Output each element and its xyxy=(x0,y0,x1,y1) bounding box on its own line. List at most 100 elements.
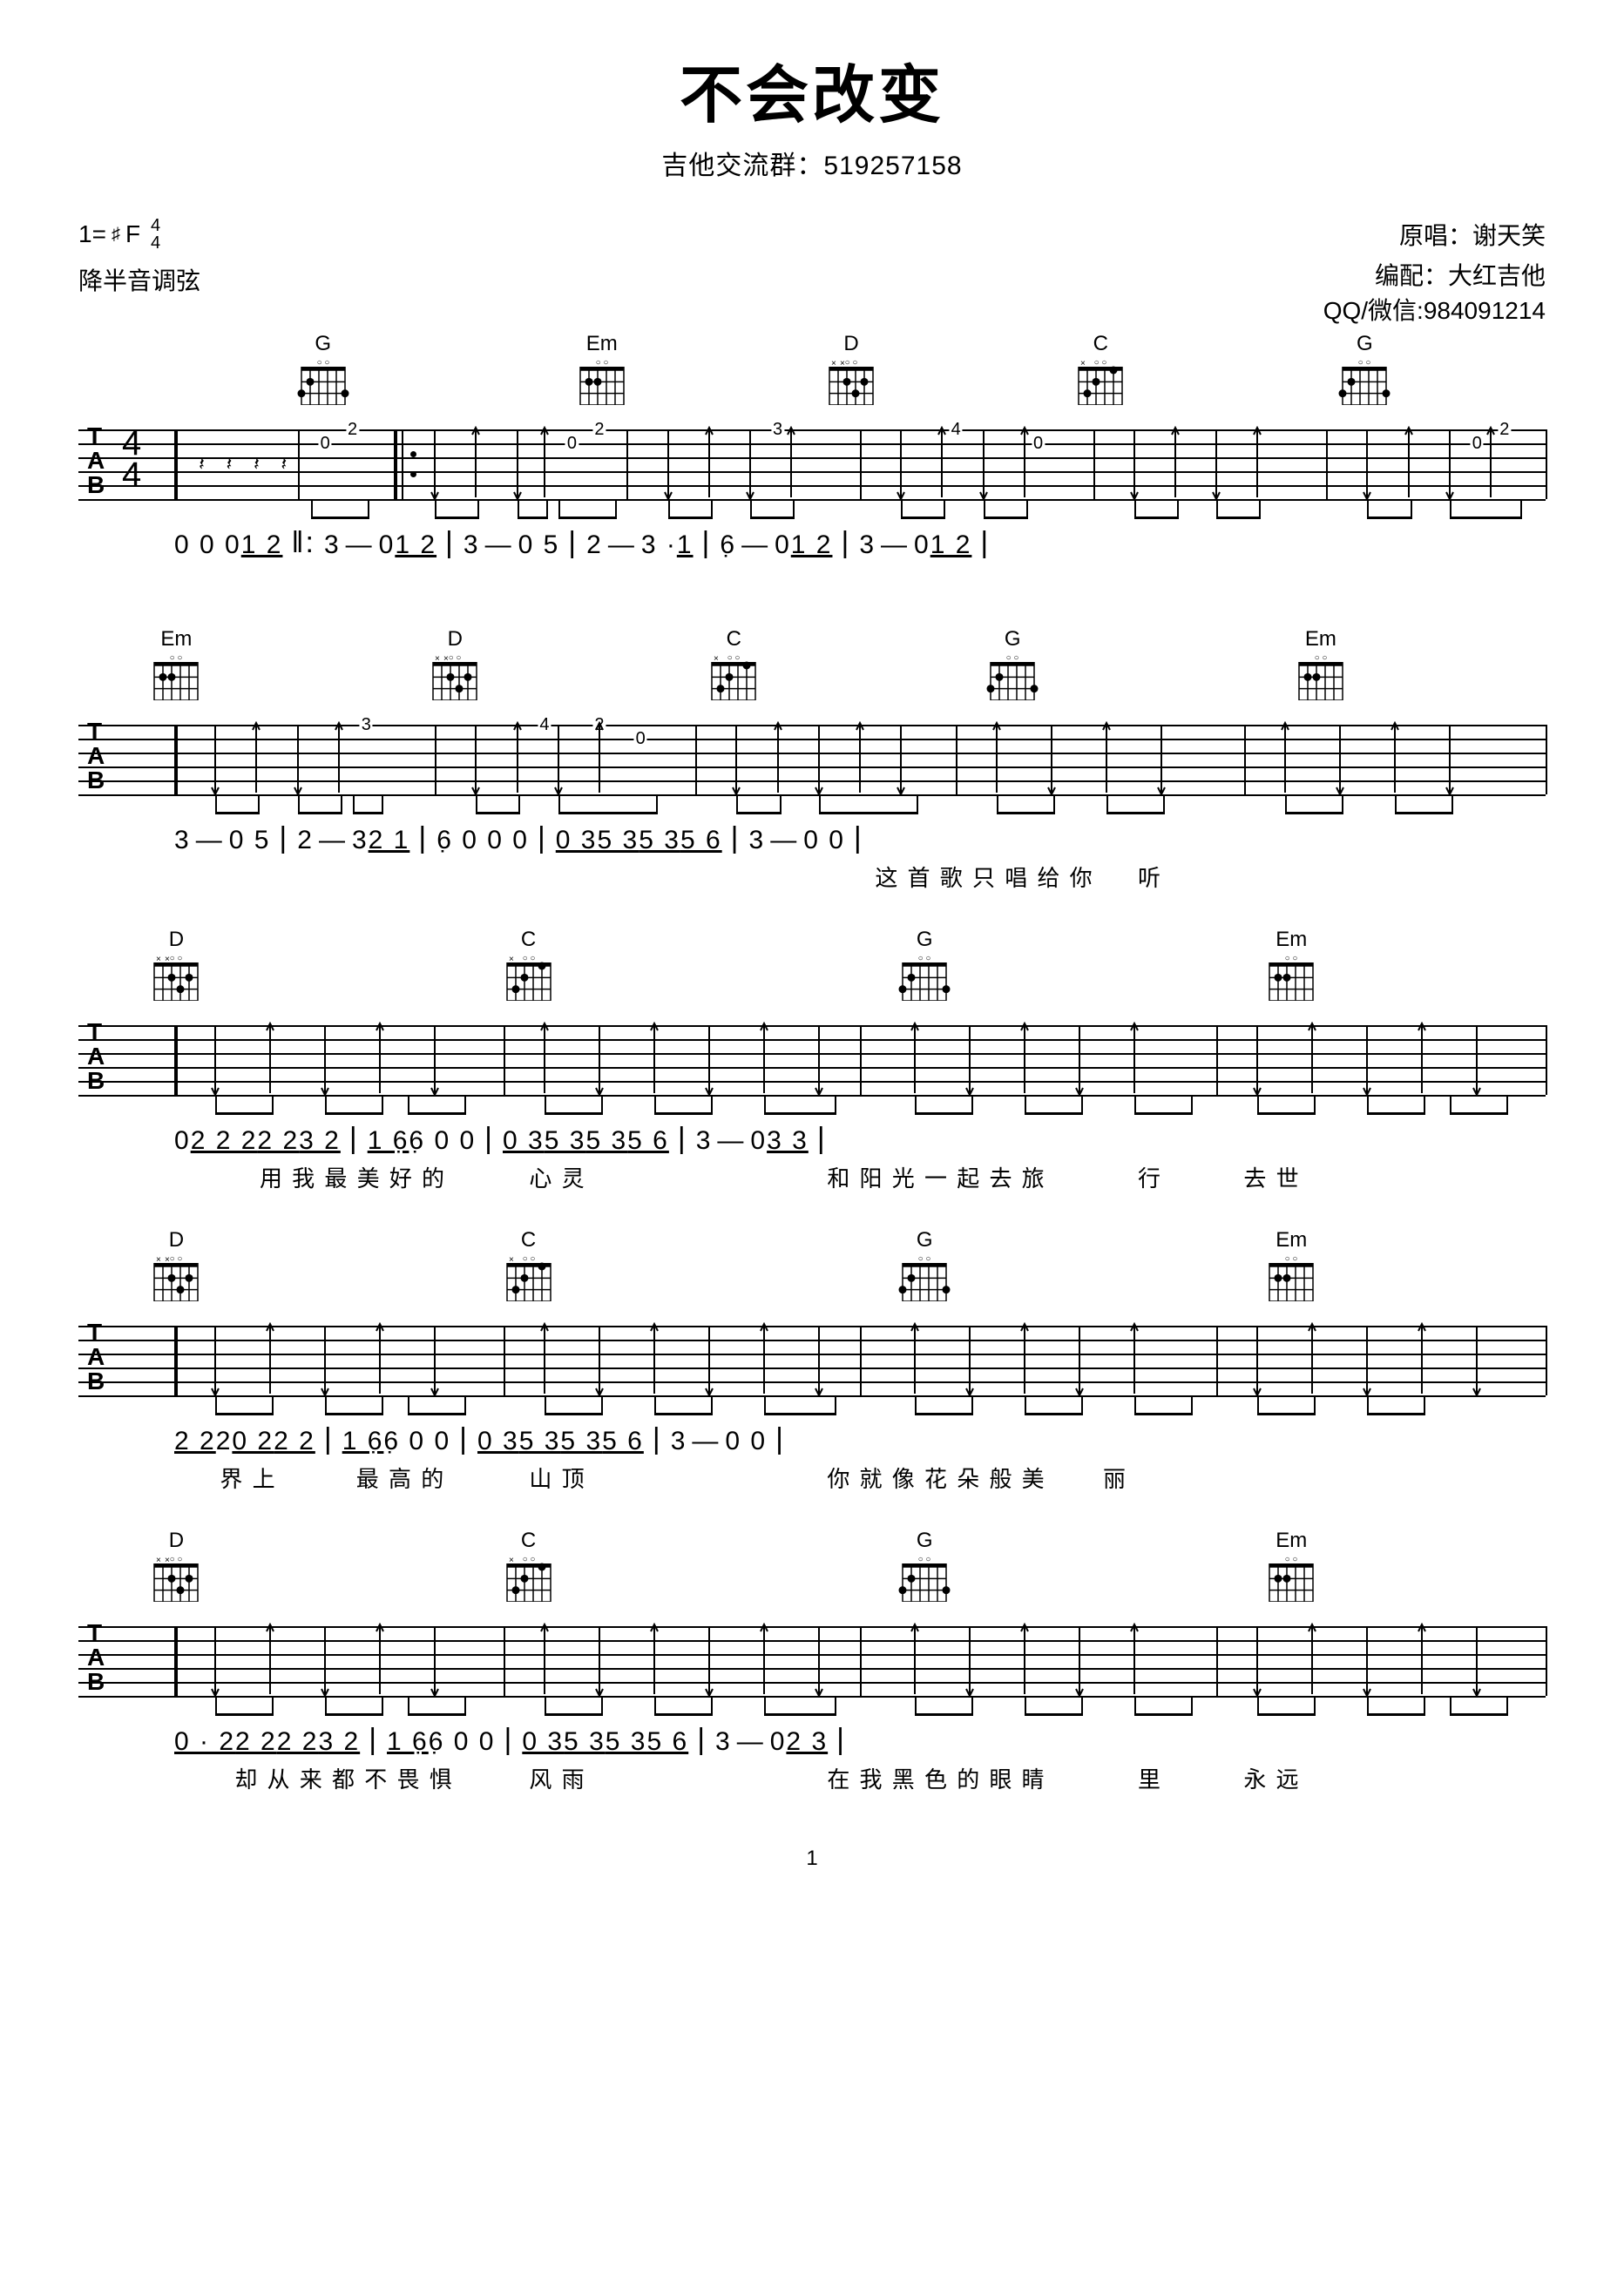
chord-diagram-g: G○ ○ xyxy=(973,627,1052,700)
svg-text:○ ○: ○ ○ xyxy=(522,1555,535,1564)
beam xyxy=(915,1397,973,1415)
lyric-segment: 界 上 xyxy=(174,1462,322,1494)
beam xyxy=(1134,1397,1193,1415)
svg-text:○ ○: ○ ○ xyxy=(1358,358,1371,368)
beam xyxy=(654,1397,713,1415)
strum-down-icon xyxy=(1445,721,1455,793)
key-signature: 1= ♯F 4 4 xyxy=(78,217,160,252)
lyric-segment: 用 我 最 美 好 的 xyxy=(227,1161,479,1193)
lyric-segment: 风 雨 xyxy=(479,1762,636,1794)
repeat-start-icon xyxy=(410,451,417,477)
chord-diagram-c: C○ ○× xyxy=(1061,332,1140,405)
strum-down-icon xyxy=(1335,721,1345,793)
strum-down-icon xyxy=(731,721,741,793)
strum-down-icon xyxy=(594,1322,605,1394)
tab-clef: TAB xyxy=(87,1621,105,1694)
sharp-icon: ♯ xyxy=(112,225,120,245)
lyric-segment: 在 我 黑 色 的 眼 睛 xyxy=(802,1762,1072,1794)
fret-number: 0 xyxy=(565,435,579,452)
beam xyxy=(654,1097,713,1115)
chord-label: D xyxy=(169,1529,184,1553)
strum-up-icon xyxy=(375,1623,385,1694)
strum-up-icon xyxy=(910,1322,920,1394)
tab-staff: TAB xyxy=(78,1611,1546,1715)
credit-contact: QQ/微信:984091214 xyxy=(1323,292,1546,327)
lyrics-line xyxy=(78,565,1546,592)
time-signature: 4 4 xyxy=(151,217,160,252)
strum-up-icon xyxy=(265,1022,275,1093)
lyric-segment: 去 世 xyxy=(1228,1161,1316,1193)
chord-label: D xyxy=(169,1228,184,1253)
chord-diagram-em: Em○ ○ xyxy=(1282,627,1360,700)
tab-content xyxy=(174,1611,1546,1715)
beam xyxy=(1134,1097,1193,1115)
tab-time-sig: 44 xyxy=(122,428,141,490)
beam xyxy=(545,1097,603,1115)
chord-diagram-g: G○ ○ xyxy=(1325,332,1404,405)
lyric-segment: 行 xyxy=(1072,1161,1228,1193)
system-3: D○ ○××C○ ○×G○ ○Em○ ○TAB2 2 2 0 2 2 2 | 1… xyxy=(78,1228,1546,1494)
jianpu-notation: 2 2 2 0 2 2 2 | 1 6̣ 6̣ 0 0 | 0 3 5 3 5 … xyxy=(78,1418,1546,1456)
strum-up-icon xyxy=(649,1623,660,1694)
strum-down-icon xyxy=(814,721,824,793)
strum-up-icon xyxy=(649,1322,660,1394)
strum-up-icon xyxy=(539,1022,550,1093)
beam xyxy=(997,796,1055,814)
strum-down-icon xyxy=(978,426,989,497)
fret-number: 3 xyxy=(360,716,373,733)
beam xyxy=(1025,1698,1083,1716)
strum-down-icon xyxy=(1362,1322,1372,1394)
strum-up-icon xyxy=(265,1623,275,1694)
beam xyxy=(518,501,548,519)
chord-label: C xyxy=(1093,332,1108,356)
strum-down-icon xyxy=(553,721,564,793)
beam xyxy=(1450,501,1522,519)
fret-number: 2 xyxy=(346,421,359,438)
page-number: 1 xyxy=(78,1847,1546,1871)
svg-text:×: × xyxy=(509,1255,514,1265)
chord-diagram-g: G○ ○ xyxy=(885,1529,964,1602)
chord-row: D○ ○××C○ ○×G○ ○Em○ ○ xyxy=(78,1228,1546,1307)
svg-text:○ ○: ○ ○ xyxy=(845,358,858,368)
system-4: D○ ○××C○ ○×G○ ○Em○ ○TAB0 · 2 2 2 2 2 3 2… xyxy=(78,1529,1546,1794)
svg-text:×: × xyxy=(1080,359,1086,368)
svg-text:○ ○: ○ ○ xyxy=(1006,653,1019,663)
lyrics-line: 用 我 最 美 好 的心 灵和 阳 光 一 起 去 旅行去 世 xyxy=(78,1161,1546,1193)
chord-diagram-d: D○ ○×× xyxy=(137,1529,215,1602)
beam xyxy=(558,501,617,519)
fret-number: 4 xyxy=(950,421,963,438)
chord-label: D xyxy=(448,627,463,652)
beam xyxy=(325,1097,383,1115)
beam xyxy=(1450,1698,1508,1716)
chord-label: Em xyxy=(160,627,192,652)
chord-label: G xyxy=(315,332,331,356)
credit-singer: 原唱：谢天笑 xyxy=(1399,217,1546,252)
beam xyxy=(915,1698,973,1716)
chord-diagram-c: C○ ○× xyxy=(490,928,568,1001)
strum-up-icon xyxy=(1307,1623,1317,1694)
rest-icon: 𝄽 xyxy=(281,453,288,476)
strum-down-icon xyxy=(293,721,303,793)
svg-text:×: × xyxy=(509,1556,514,1565)
tab-content xyxy=(174,1010,1546,1114)
strum-down-icon xyxy=(704,1022,714,1093)
svg-text:○ ○: ○ ○ xyxy=(1285,1555,1298,1564)
svg-text:○ ○: ○ ○ xyxy=(727,653,741,663)
tab-clef: TAB xyxy=(87,719,105,793)
svg-text:○ ○: ○ ○ xyxy=(595,358,608,368)
beam xyxy=(1025,1397,1083,1415)
beam xyxy=(764,1397,836,1415)
subtitle: 吉他交流群：519257158 xyxy=(78,144,1546,182)
chord-row: D○ ○××C○ ○×G○ ○Em○ ○ xyxy=(78,928,1546,1006)
strum-up-icon xyxy=(910,1623,920,1694)
strum-up-icon xyxy=(1019,1022,1030,1093)
fret-number: 0 xyxy=(1032,435,1045,452)
strum-up-icon xyxy=(334,721,344,793)
svg-text:○ ○: ○ ○ xyxy=(1285,1254,1298,1264)
subtitle-value: 519257158 xyxy=(823,152,962,180)
strum-up-icon xyxy=(649,1022,660,1093)
beam xyxy=(545,1397,603,1415)
beam xyxy=(215,1397,274,1415)
beam xyxy=(1257,1698,1316,1716)
strum-down-icon xyxy=(1445,426,1455,497)
